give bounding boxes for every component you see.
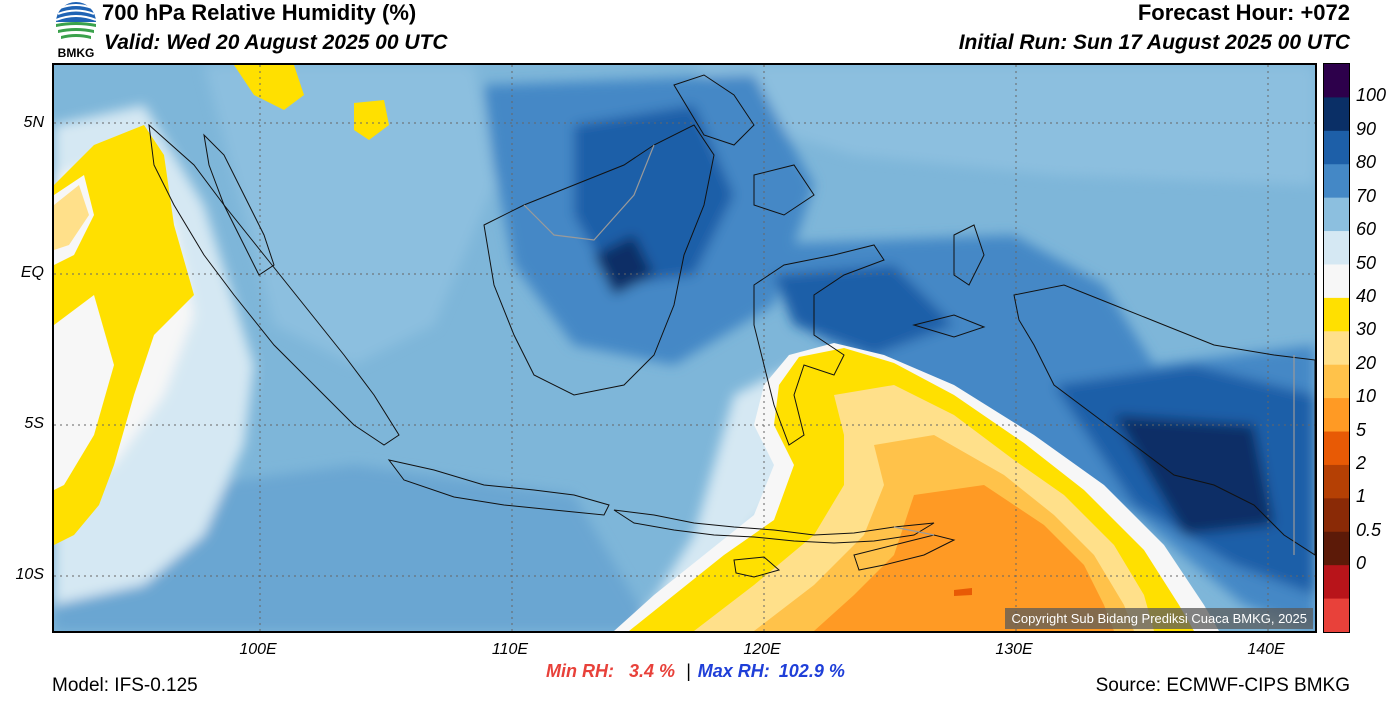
min-rh-label: Min RH: bbox=[546, 661, 614, 681]
bmkg-logo-icon: BMKG bbox=[55, 2, 97, 60]
model-label: Model: IFS-0.125 bbox=[52, 675, 198, 696]
lon-tick-110e: 110E bbox=[491, 641, 529, 658]
colorbar-swatch bbox=[1324, 331, 1349, 366]
colorbar-swatch bbox=[1324, 197, 1349, 232]
colorbar-swatches bbox=[1324, 64, 1349, 633]
colorbar-swatch bbox=[1324, 431, 1349, 466]
colorbar-label: 30 bbox=[1356, 319, 1377, 340]
colorbar-label: 80 bbox=[1356, 152, 1377, 173]
source-label: Source: ECMWF-CIPS BMKG bbox=[1095, 675, 1350, 696]
stats-separator: | bbox=[686, 661, 691, 681]
colorbar-swatch bbox=[1324, 64, 1349, 98]
colorbar-label: 40 bbox=[1356, 285, 1377, 306]
colorbar-swatch bbox=[1324, 565, 1349, 600]
colorbar-swatch bbox=[1324, 264, 1349, 299]
colorbar-label: 0 bbox=[1356, 553, 1367, 574]
colorbar-label: 60 bbox=[1356, 219, 1377, 240]
colorbar-label: 50 bbox=[1356, 252, 1377, 273]
colorbar-swatch bbox=[1324, 297, 1349, 332]
humidity-field bbox=[54, 65, 1315, 631]
colorbar-swatch bbox=[1324, 130, 1349, 165]
colorbar-label: 100 bbox=[1356, 85, 1387, 106]
svg-text:BMKG: BMKG bbox=[58, 46, 95, 60]
max-rh-value: 102.9 % bbox=[778, 661, 845, 681]
colorbar-label: 20 bbox=[1356, 352, 1377, 373]
colorbar-swatch bbox=[1324, 598, 1349, 633]
colorbar-swatch bbox=[1324, 531, 1349, 566]
colorbar-swatch bbox=[1324, 498, 1349, 533]
copyright-notice: Copyright Sub Bidang Prediksi Cuaca BMKG… bbox=[1005, 608, 1313, 629]
colorbar-swatch bbox=[1324, 364, 1349, 399]
lon-tick-100e: 100E bbox=[239, 641, 277, 658]
colorbar-label: 1 bbox=[1356, 486, 1367, 507]
lat-tick-5s: 5S bbox=[24, 415, 44, 432]
colorbar bbox=[1323, 63, 1350, 633]
lon-tick-130e: 130E bbox=[995, 641, 1033, 658]
colorbar-swatch bbox=[1324, 464, 1349, 499]
lat-tick-10s: 10S bbox=[15, 566, 44, 583]
colorbar-swatch bbox=[1324, 231, 1349, 265]
lat-tick-5n: 5N bbox=[23, 114, 44, 131]
lon-tick-120e: 120E bbox=[743, 641, 781, 658]
rh-stats: Min RH: 3.4 % | Max RH: 102.9 % bbox=[546, 661, 845, 682]
max-rh-label: Max RH: bbox=[697, 661, 770, 681]
lat-tick-eq: EQ bbox=[20, 264, 44, 281]
initial-run: Initial Run: Sun 17 August 2025 00 UTC bbox=[958, 31, 1350, 54]
min-rh-value: 3.4 % bbox=[629, 661, 676, 681]
bmkg-logo: BMKG bbox=[52, 0, 100, 60]
colorbar-label: 2 bbox=[1356, 452, 1367, 473]
map-title: 700 hPa Relative Humidity (%) bbox=[102, 0, 417, 25]
colorbar-label: 5 bbox=[1356, 419, 1367, 440]
colorbar-swatch bbox=[1324, 398, 1349, 433]
lon-tick-140e: 140E bbox=[1247, 641, 1285, 658]
colorbar-label: 90 bbox=[1356, 118, 1377, 139]
colorbar-label: 0.5 bbox=[1356, 519, 1382, 540]
colorbar-label: 70 bbox=[1356, 185, 1377, 206]
colorbar-swatch bbox=[1324, 164, 1349, 199]
forecast-hour: Forecast Hour: +072 bbox=[1137, 0, 1350, 25]
colorbar-label: 10 bbox=[1356, 386, 1377, 407]
humidity-map: Copyright Sub Bidang Prediksi Cuaca BMKG… bbox=[52, 63, 1317, 633]
coastline-outlines bbox=[148, 74, 1315, 578]
valid-time: Valid: Wed 20 August 2025 00 UTC bbox=[104, 31, 448, 54]
colorbar-swatch bbox=[1324, 97, 1349, 132]
